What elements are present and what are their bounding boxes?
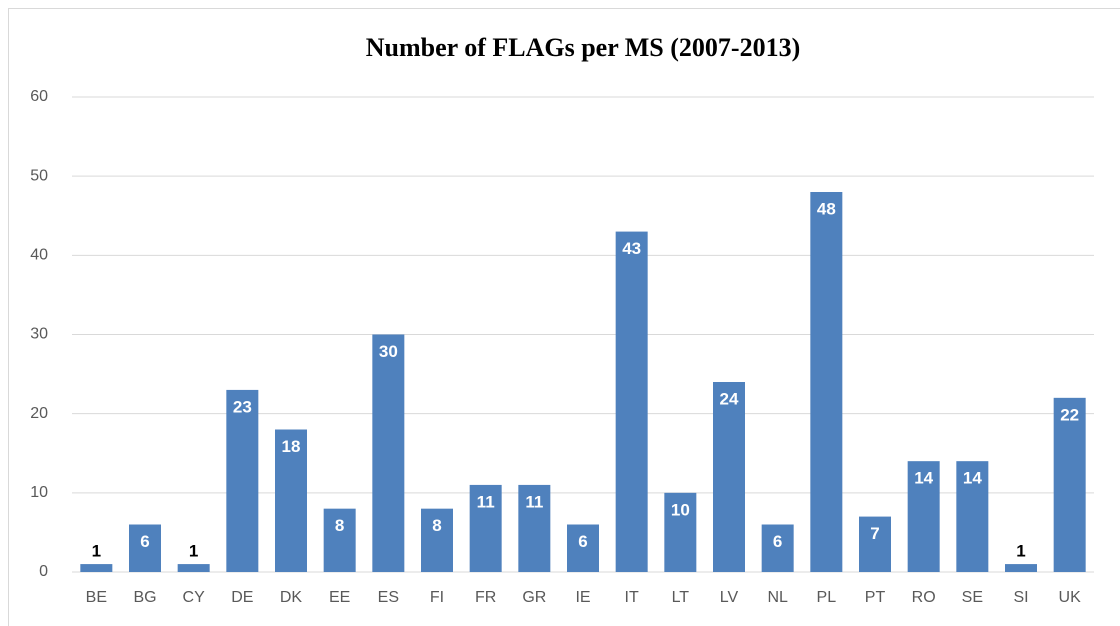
bar (713, 382, 745, 572)
data-label: 11 (525, 492, 543, 511)
y-tick-label: 40 (30, 247, 48, 264)
data-label: 18 (282, 437, 301, 456)
x-tick-label: DK (280, 589, 303, 606)
x-tick-label: IE (575, 589, 590, 606)
bar (1005, 564, 1037, 572)
data-label: 24 (720, 389, 739, 408)
bar (129, 524, 161, 572)
x-tick-label: DE (231, 589, 253, 606)
bar (518, 484, 551, 572)
bar (761, 524, 794, 572)
data-label: 14 (963, 469, 982, 488)
bar (372, 334, 405, 572)
bar (275, 429, 307, 572)
x-tick-label: EE (329, 589, 350, 606)
data-label: 1 (189, 542, 198, 561)
y-tick-label: 50 (30, 167, 48, 184)
bar (226, 389, 259, 572)
bar (615, 231, 648, 573)
x-tick-label: NL (767, 589, 788, 606)
y-tick-label: 60 (30, 88, 48, 105)
y-tick-label: 30 (30, 326, 48, 343)
x-tick-label: FI (430, 589, 444, 606)
x-tick-label: BE (86, 589, 107, 606)
data-label: 6 (773, 532, 782, 551)
data-label: 14 (914, 469, 933, 488)
chart-title: Number of FLAGs per MS (2007-2013) (366, 33, 801, 62)
bar (859, 516, 891, 572)
y-tick-label: 20 (30, 405, 48, 422)
data-label: 22 (1060, 405, 1079, 424)
x-tick-label: GR (522, 589, 546, 606)
bar (323, 508, 356, 572)
bar (956, 461, 989, 572)
data-label: 6 (140, 532, 149, 551)
data-label: 8 (432, 516, 441, 535)
x-tick-label: PL (817, 589, 837, 606)
x-tick-label: CY (183, 589, 206, 606)
x-tick-label: PT (865, 589, 886, 606)
bar (421, 508, 453, 572)
x-tick-label: LT (672, 589, 690, 606)
x-tick-label: ES (378, 589, 399, 606)
data-label: 10 (671, 500, 690, 519)
data-label: 11 (477, 492, 495, 511)
y-tick-label: 10 (30, 484, 48, 501)
y-tick-label: 0 (39, 563, 48, 580)
x-tick-label: SI (1013, 589, 1028, 606)
bar (567, 524, 599, 572)
x-tick-label: IT (625, 589, 639, 606)
chart-frame (8, 8, 1120, 626)
bar (907, 461, 940, 572)
bar (664, 492, 697, 572)
x-tick-label: FR (475, 589, 496, 606)
data-label: 23 (233, 397, 252, 416)
data-label: 30 (379, 342, 398, 361)
data-label: 6 (578, 532, 587, 551)
x-tick-label: SE (962, 589, 983, 606)
data-label: 1 (92, 542, 101, 561)
x-tick-label: UK (1059, 589, 1082, 606)
bar (177, 564, 210, 572)
data-label: 7 (870, 524, 879, 543)
bar (810, 192, 843, 572)
bar (80, 564, 113, 572)
x-tick-label: BG (133, 589, 156, 606)
data-label: 43 (622, 239, 641, 258)
data-label: 8 (335, 516, 344, 535)
bar (469, 484, 502, 572)
x-tick-label: RO (912, 589, 936, 606)
x-tick-label: LV (720, 589, 739, 606)
data-label: 1 (1016, 542, 1025, 561)
bar (1053, 397, 1086, 572)
data-label: 48 (817, 199, 836, 218)
